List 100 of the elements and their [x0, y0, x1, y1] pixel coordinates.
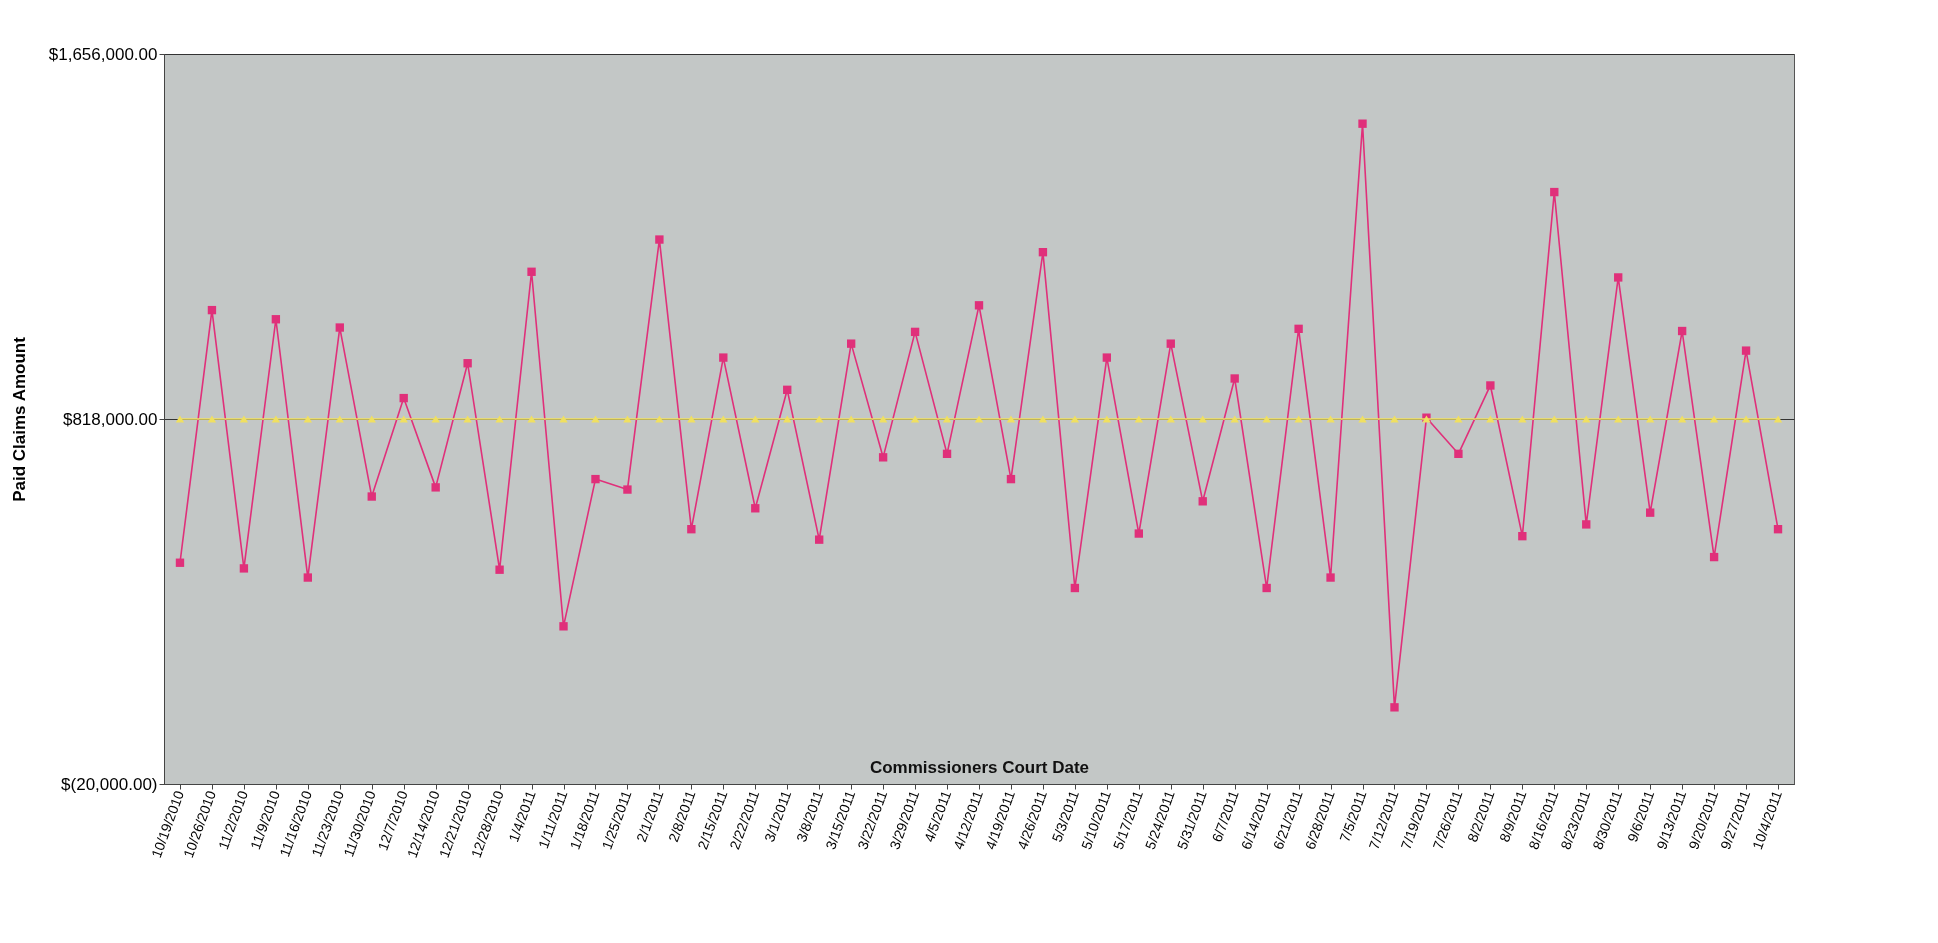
point: [367, 415, 376, 423]
point: [1294, 415, 1303, 423]
point: [1198, 415, 1207, 423]
point: [1773, 415, 1783, 423]
point: [783, 385, 792, 394]
point: [527, 415, 536, 423]
point: [1230, 374, 1239, 383]
point: [271, 315, 281, 324]
point: [527, 267, 536, 276]
point: [655, 415, 664, 423]
point: [303, 573, 313, 582]
point: [942, 415, 952, 423]
point: [910, 327, 920, 337]
point: [303, 415, 313, 423]
point: [1102, 353, 1112, 362]
point: [495, 565, 504, 574]
point: [239, 564, 249, 573]
point: [1645, 415, 1655, 423]
point: [1326, 415, 1335, 423]
point: [719, 353, 728, 362]
point: [399, 415, 408, 423]
point: [910, 415, 920, 423]
point: [1550, 187, 1559, 197]
point: [1741, 415, 1751, 423]
point: [559, 415, 568, 423]
point: [878, 415, 888, 423]
point: [1614, 273, 1623, 282]
point: [335, 415, 344, 423]
point: [1166, 415, 1175, 423]
point: [367, 492, 376, 501]
point: [974, 415, 984, 423]
point: [463, 415, 472, 423]
point: [431, 415, 440, 423]
y-tick-label: $1,656,000.00: [48, 44, 158, 64]
point: [1262, 583, 1271, 593]
point: [1262, 415, 1271, 423]
point: [1645, 508, 1655, 517]
point: [239, 415, 249, 423]
point: [1709, 552, 1719, 562]
point: [1677, 326, 1687, 336]
point: [271, 415, 281, 423]
point: [719, 415, 728, 423]
point: [463, 359, 472, 368]
point: [1454, 449, 1463, 459]
point: [1006, 474, 1016, 484]
point: [751, 415, 760, 423]
point: [495, 415, 504, 423]
point: [846, 415, 856, 423]
point: [591, 474, 600, 484]
point: [942, 449, 952, 459]
point: [1102, 415, 1112, 423]
point: [1326, 573, 1335, 582]
point: [1134, 415, 1143, 423]
point: [1070, 415, 1080, 423]
point: [623, 415, 632, 423]
point: [1134, 529, 1143, 538]
point: [751, 504, 760, 513]
point: [1741, 346, 1751, 355]
point: [1614, 415, 1623, 423]
point: [1582, 520, 1591, 529]
point: [1166, 339, 1175, 348]
point: [335, 323, 344, 332]
point: [815, 415, 824, 423]
point: [1390, 415, 1399, 423]
point: [559, 622, 568, 631]
point: [783, 415, 792, 423]
point: [431, 483, 440, 492]
point: [1230, 415, 1239, 423]
point: [1582, 415, 1591, 423]
point: [655, 235, 664, 244]
point: [1709, 415, 1719, 423]
point: [175, 558, 185, 567]
point: [1773, 525, 1783, 534]
point: [591, 415, 600, 423]
point: [1677, 415, 1687, 423]
point: [1518, 415, 1527, 423]
point: [207, 305, 217, 315]
x-axis-title: Commissioners Court Date: [869, 757, 1090, 777]
y-axis-title: Paid Claims Amount: [9, 336, 29, 502]
point: [815, 535, 824, 544]
point: [1486, 381, 1495, 390]
point: [1006, 415, 1016, 423]
point: [687, 415, 696, 423]
point: [175, 415, 185, 423]
point: [1294, 324, 1303, 334]
point: [623, 485, 632, 494]
point: [1038, 415, 1048, 423]
point: [1358, 119, 1367, 128]
point: [1390, 703, 1399, 712]
point: [1038, 248, 1048, 257]
point: [1358, 415, 1367, 423]
point: [207, 415, 217, 423]
point: [1518, 531, 1527, 541]
point: [974, 301, 984, 310]
point: [1070, 583, 1080, 593]
point: [687, 525, 696, 534]
y-tick-label: $(20,000.00): [61, 774, 158, 794]
point: [1550, 415, 1559, 423]
point: [1198, 497, 1207, 506]
point: [399, 393, 408, 403]
